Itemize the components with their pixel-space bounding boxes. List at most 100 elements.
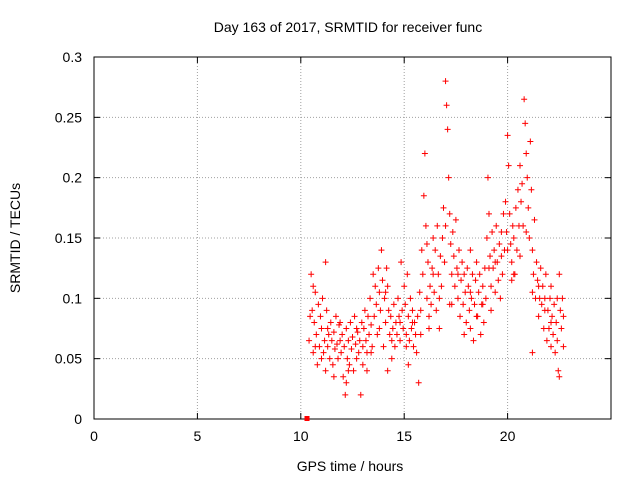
data-point <box>383 265 390 272</box>
data-point <box>426 313 433 320</box>
data-point <box>428 301 435 308</box>
data-point <box>523 228 530 235</box>
data-point <box>443 102 450 109</box>
data-point <box>384 367 391 374</box>
data-point <box>332 313 339 320</box>
data-point <box>448 271 455 278</box>
data-point <box>350 367 357 374</box>
data-point <box>382 289 389 296</box>
data-point <box>500 210 507 217</box>
data-point <box>442 78 449 85</box>
data-point <box>527 138 534 145</box>
data-point <box>535 283 542 290</box>
data-point <box>415 379 422 386</box>
data-point <box>379 277 386 284</box>
data-point <box>413 349 420 356</box>
data-point <box>531 216 538 223</box>
data-point <box>324 343 331 350</box>
data-point <box>344 355 351 362</box>
data-point <box>503 228 510 235</box>
data-point <box>460 301 467 308</box>
data-point <box>405 361 412 368</box>
data-point <box>523 150 530 157</box>
data-point <box>345 367 352 374</box>
data-point <box>312 289 319 296</box>
data-point <box>528 186 535 193</box>
data-point <box>504 247 511 254</box>
data-point <box>509 222 516 229</box>
data-point <box>499 271 506 278</box>
data-point <box>338 349 345 356</box>
data-point <box>359 343 366 350</box>
data-point <box>514 186 521 193</box>
data-point <box>386 331 393 338</box>
data-point <box>409 307 416 314</box>
data-points <box>306 78 567 398</box>
data-point <box>388 355 395 362</box>
data-point <box>525 204 532 211</box>
x-tick-label: 10 <box>293 428 309 444</box>
x-axis-title: GPS time / hours <box>297 458 404 474</box>
data-point <box>380 343 387 350</box>
data-point <box>431 289 438 296</box>
data-point <box>505 162 512 169</box>
data-point <box>409 319 416 326</box>
data-point <box>325 331 332 338</box>
data-point <box>446 210 453 217</box>
data-point <box>487 253 494 260</box>
data-point <box>510 271 517 278</box>
data-point <box>550 331 557 338</box>
data-point <box>353 325 360 332</box>
data-point <box>405 313 412 320</box>
data-point <box>508 277 515 284</box>
data-point <box>538 301 545 308</box>
data-point <box>323 307 330 314</box>
data-point <box>517 162 524 169</box>
y-tick-label: 0.3 <box>63 49 83 65</box>
data-point <box>422 222 429 229</box>
data-point <box>530 271 537 278</box>
data-point <box>436 325 443 332</box>
data-point <box>452 216 459 223</box>
data-point <box>313 331 320 338</box>
data-point <box>454 295 461 302</box>
data-point <box>400 325 407 332</box>
data-point <box>476 271 483 278</box>
data-point <box>467 247 474 254</box>
data-point <box>513 247 520 254</box>
data-point <box>394 295 401 302</box>
data-point <box>330 373 337 380</box>
data-point <box>468 295 475 302</box>
data-point <box>388 337 395 344</box>
data-point <box>473 313 480 320</box>
data-point <box>454 271 461 278</box>
data-point <box>331 346 338 353</box>
data-point <box>374 331 381 338</box>
data-point <box>418 247 425 254</box>
data-point <box>479 283 486 290</box>
data-point <box>358 319 365 326</box>
data-point <box>362 337 369 344</box>
data-point <box>376 325 383 332</box>
data-point <box>541 295 548 302</box>
data-point <box>542 271 549 278</box>
data-point <box>491 247 498 254</box>
data-point <box>488 307 495 314</box>
data-point <box>484 174 491 181</box>
data-point <box>377 307 384 314</box>
data-point <box>368 321 375 328</box>
data-point <box>440 204 447 211</box>
data-point <box>465 283 472 290</box>
data-point <box>456 247 463 254</box>
data-point <box>496 241 503 248</box>
data-point <box>417 307 424 314</box>
data-point <box>432 247 439 254</box>
data-point <box>548 319 555 326</box>
data-point <box>536 295 543 302</box>
data-point <box>416 289 423 296</box>
data-point <box>466 307 473 314</box>
data-point <box>449 228 456 235</box>
data-point <box>556 271 563 278</box>
data-point <box>453 265 460 272</box>
